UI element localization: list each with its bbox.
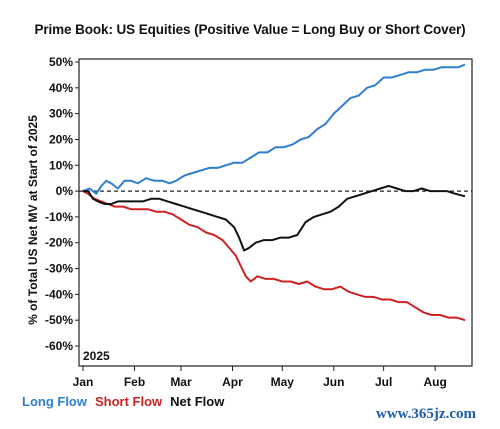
y-tick-label: -10% <box>45 210 73 224</box>
y-axis: 50% 40% 30% 20% 10% 0% -10% -20% -30% -40% -50% -60… <box>45 55 79 353</box>
x-tick-label: Aug <box>423 375 446 389</box>
y-axis-title: % of Total US Net MV at Start of 2025 <box>26 115 40 325</box>
y-axis-title-group: % of Total US Net MV at Start of 2025 <box>26 115 40 325</box>
x-tick-label: Mar <box>170 375 192 389</box>
y-tick-label: -50% <box>45 313 73 327</box>
plot-frame <box>78 58 473 367</box>
legend: Long Flow Short Flow Net Flow <box>22 394 232 409</box>
watermark: www.365jz.com <box>376 406 476 422</box>
chart-title: Prime Book: US Equities (Positive Value … <box>34 22 466 37</box>
year-label: 2025 <box>83 349 110 363</box>
y-tick-label: -20% <box>45 236 73 250</box>
y-tick-label: 40% <box>49 81 73 95</box>
x-tick-label: May <box>271 375 295 389</box>
y-tick-label: -30% <box>45 262 73 276</box>
long-flow-line <box>82 63 466 195</box>
x-axis: Jan Feb Mar Apr May Jun Jul Aug <box>73 366 447 389</box>
y-tick-label: 30% <box>49 107 73 121</box>
x-tick-label: Jan <box>73 375 94 389</box>
x-tick-label: Feb <box>124 375 145 389</box>
short-flow-legend-entry: Short Flow <box>94 394 163 409</box>
net-flow-legend-entry: Net Flow <box>170 394 225 409</box>
x-tick-label: Jul <box>375 375 392 389</box>
net-flow-line <box>83 184 466 252</box>
y-tick-label: 0% <box>56 184 74 198</box>
short-flow-line <box>82 190 466 322</box>
x-tick-label: Jun <box>323 375 344 389</box>
y-tick-label: -40% <box>45 287 73 301</box>
y-tick-label: 20% <box>49 132 73 146</box>
y-tick-label: -60% <box>45 339 73 353</box>
series-lines <box>82 63 466 322</box>
y-tick-label: 50% <box>49 55 73 69</box>
y-tick-label: 10% <box>49 158 73 172</box>
long-flow-legend-entry: Long Flow <box>22 394 87 409</box>
x-tick-label: Apr <box>222 375 243 389</box>
